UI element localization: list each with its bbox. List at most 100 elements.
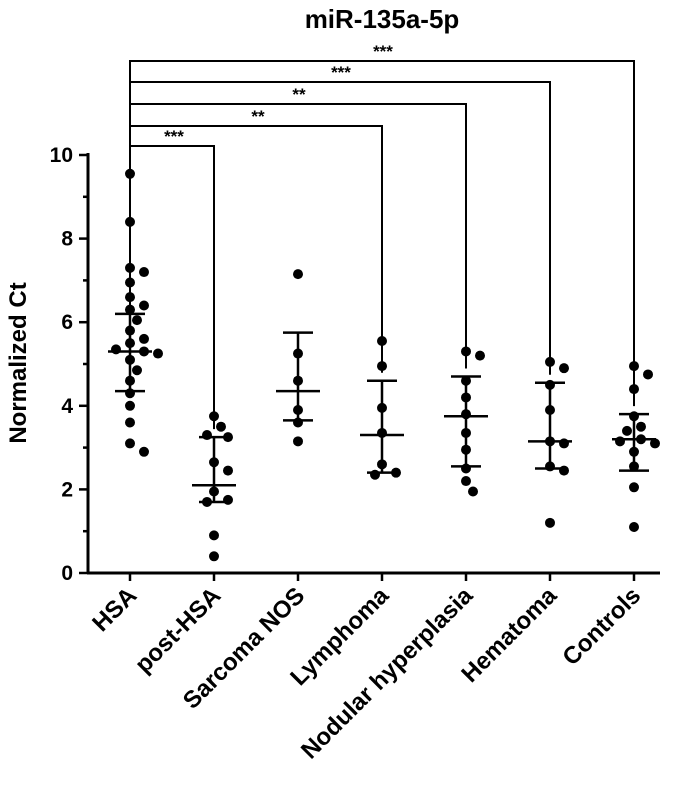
y-tick-label: 0 <box>61 562 73 585</box>
data-point <box>125 438 135 449</box>
y-tick-label: 4 <box>61 395 73 418</box>
bracket: *** <box>129 42 635 407</box>
data-point <box>615 436 625 447</box>
data-point <box>223 432 233 443</box>
bracket-line <box>129 125 383 373</box>
y-axis-label: Normalized Ct <box>5 282 32 443</box>
data-point <box>622 425 632 436</box>
significance-label: *** <box>164 127 184 146</box>
data-groups <box>108 168 660 562</box>
group-post-hsa <box>192 411 236 562</box>
data-point <box>461 375 471 386</box>
data-point <box>139 446 149 457</box>
data-point <box>650 438 660 449</box>
data-point <box>377 427 387 438</box>
data-point <box>468 486 478 497</box>
data-point <box>559 438 569 449</box>
significance-label: ** <box>251 107 265 126</box>
significance-label: ** <box>292 85 306 104</box>
data-point <box>559 363 569 374</box>
data-point <box>125 388 135 399</box>
data-point <box>545 461 555 472</box>
data-point <box>545 379 555 390</box>
data-point <box>629 411 639 422</box>
data-point <box>636 434 646 445</box>
y-tick-label: 2 <box>61 478 73 501</box>
bracket-line <box>129 60 635 407</box>
group-sarcoma-nos <box>276 269 320 447</box>
data-point <box>461 409 471 420</box>
data-point <box>132 315 142 326</box>
axes <box>86 153 660 575</box>
data-point <box>209 551 219 562</box>
data-point <box>202 496 212 507</box>
significance-label: *** <box>331 63 351 82</box>
data-point <box>216 421 226 432</box>
chart-title: miR-135a-5p <box>305 4 460 34</box>
y-tick-label: 8 <box>61 228 73 251</box>
bracket: *** <box>129 127 215 430</box>
data-point <box>125 375 135 386</box>
data-point <box>629 522 639 533</box>
data-point <box>461 392 471 403</box>
x-tick-label: Nodular hyperplasia <box>296 582 479 765</box>
data-point <box>545 404 555 415</box>
data-point <box>293 436 303 447</box>
group-controls <box>612 361 660 533</box>
y-tick-label: 10 <box>50 144 73 167</box>
data-point <box>125 338 135 349</box>
group-hematoma <box>528 356 572 528</box>
data-point <box>545 517 555 528</box>
data-point <box>125 417 135 428</box>
data-point <box>132 365 142 376</box>
x-tick-label: HSA <box>87 582 142 637</box>
data-point <box>223 494 233 505</box>
data-point <box>209 457 219 468</box>
data-point <box>461 444 471 455</box>
y-ticks: 0 2 4 6 8 10 <box>50 144 88 585</box>
data-point <box>559 465 569 476</box>
bracket-line <box>129 145 215 430</box>
data-point <box>293 269 303 280</box>
data-point <box>139 333 149 344</box>
y-tick-label: 6 <box>61 311 73 334</box>
data-point <box>125 400 135 411</box>
data-point <box>209 530 219 541</box>
data-point <box>461 463 471 474</box>
data-point <box>202 430 212 441</box>
data-point <box>125 325 135 336</box>
data-point <box>153 348 163 359</box>
data-point <box>139 346 149 357</box>
group-hsa <box>108 168 163 457</box>
data-point <box>125 354 135 365</box>
data-point <box>139 300 149 311</box>
bracket: *** <box>129 63 551 375</box>
data-point <box>377 402 387 413</box>
data-point <box>636 421 646 432</box>
data-point <box>209 486 219 497</box>
data-point <box>293 348 303 359</box>
data-point <box>111 344 121 355</box>
significance-label: *** <box>373 42 393 61</box>
x-tick-label: Controls <box>557 582 646 671</box>
data-point <box>223 465 233 476</box>
data-point <box>139 267 149 278</box>
data-point <box>629 446 639 457</box>
group-nodular-hyperplasia <box>444 346 488 497</box>
data-point <box>461 427 471 438</box>
significance-brackets: ************* <box>129 42 635 430</box>
data-point <box>629 461 639 472</box>
data-point <box>629 482 639 493</box>
data-point <box>293 417 303 428</box>
data-point <box>475 350 485 361</box>
data-point <box>461 476 471 487</box>
data-point <box>125 304 135 315</box>
data-point <box>391 467 401 478</box>
data-point <box>643 369 653 380</box>
data-point <box>293 375 303 386</box>
data-point <box>370 469 380 480</box>
data-point <box>377 459 387 470</box>
data-point <box>545 436 555 447</box>
